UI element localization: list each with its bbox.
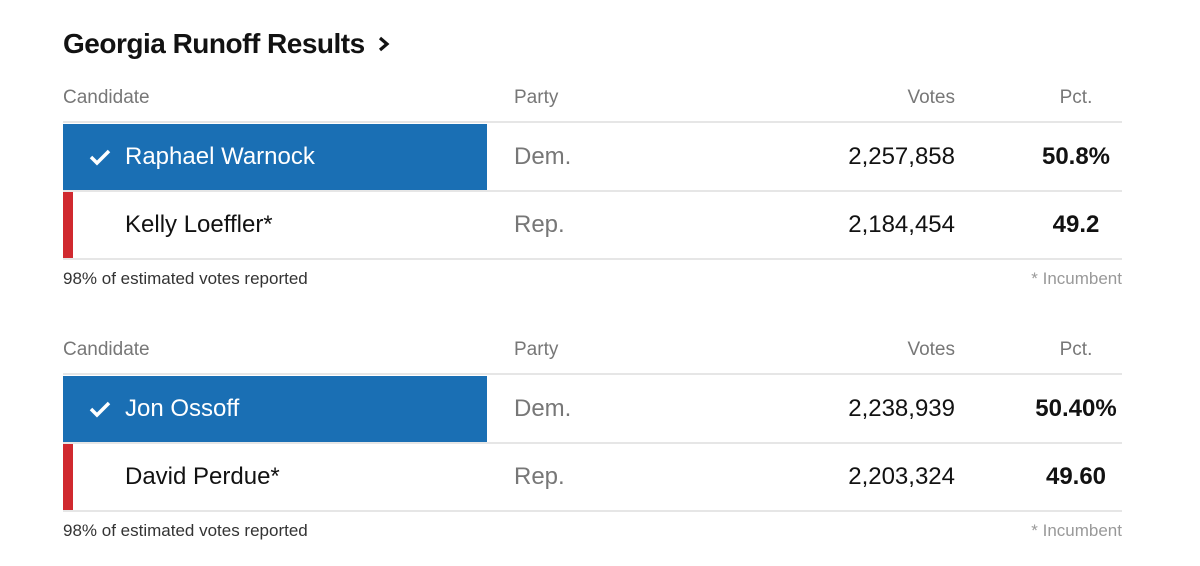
- candidate-name: Raphael Warnock: [125, 143, 315, 170]
- percent: 49.2: [1052, 211, 1100, 238]
- rule: [63, 190, 1122, 192]
- votes: 2,257,858: [848, 143, 955, 170]
- rule: [63, 373, 1122, 375]
- chevron-icon[interactable]: [376, 34, 392, 54]
- party: Rep.: [514, 211, 565, 238]
- party: Dem.: [514, 143, 572, 170]
- percent: 50.8%: [1041, 143, 1111, 170]
- party-bar: [63, 192, 73, 258]
- party-bar: [63, 444, 73, 510]
- winner-highlight: [63, 124, 487, 190]
- column-header: Party: [514, 339, 559, 360]
- candidate-name: Kelly Loeffler*: [125, 211, 273, 238]
- candidate-name: Jon Ossoff: [125, 395, 240, 422]
- column-header: Pct.: [1059, 339, 1093, 360]
- check-icon: [89, 148, 111, 171]
- winner-highlight: [63, 376, 487, 442]
- column-header: Pct.: [1059, 87, 1093, 108]
- rule: [63, 258, 1122, 260]
- column-header: Candidate: [63, 339, 150, 360]
- check: [89, 401, 111, 418]
- check-icon: [89, 400, 111, 423]
- incumbent-note: * Incumbent: [1031, 521, 1122, 540]
- column-header: Party: [514, 87, 559, 108]
- column-header: Votes: [907, 87, 955, 108]
- percent: 49.60: [1045, 463, 1107, 490]
- column-header: Candidate: [63, 87, 150, 108]
- votes: 2,203,324: [848, 463, 955, 490]
- candidate-name: David Perdue*: [125, 463, 280, 490]
- reported: 98% of estimated votes reported: [63, 521, 308, 540]
- rule: [63, 121, 1122, 123]
- title-wrap[interactable]: Georgia Runoff Results: [63, 28, 392, 60]
- percent: 50.40%: [1035, 395, 1117, 422]
- reported: 98% of estimated votes reported: [63, 269, 308, 288]
- votes: 2,184,454: [848, 211, 955, 238]
- party: Dem.: [514, 395, 572, 422]
- incumbent-note: * Incumbent: [1031, 269, 1122, 288]
- party: Rep.: [514, 463, 565, 490]
- rule: [63, 510, 1122, 512]
- rule: [63, 442, 1122, 444]
- votes: 2,238,939: [848, 395, 955, 422]
- column-header: Votes: [907, 339, 955, 360]
- title[interactable]: Georgia Runoff Results: [63, 28, 365, 59]
- check: [89, 149, 111, 166]
